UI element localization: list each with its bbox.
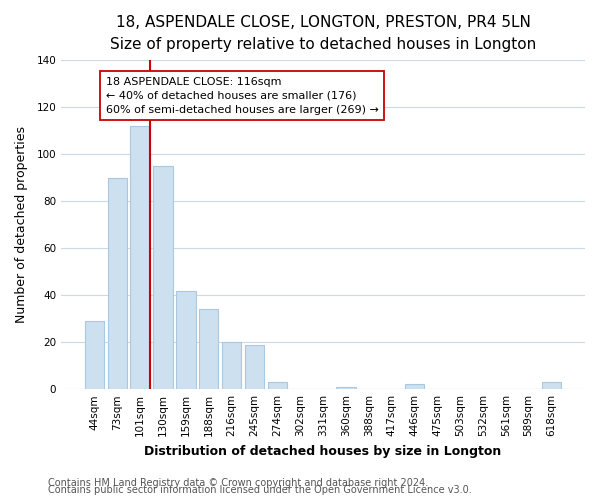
Text: Contains HM Land Registry data © Crown copyright and database right 2024.: Contains HM Land Registry data © Crown c… bbox=[48, 478, 428, 488]
Text: Contains public sector information licensed under the Open Government Licence v3: Contains public sector information licen… bbox=[48, 485, 472, 495]
Bar bbox=[107, 178, 127, 389]
Title: 18, ASPENDALE CLOSE, LONGTON, PRESTON, PR4 5LN
Size of property relative to deta: 18, ASPENDALE CLOSE, LONGTON, PRESTON, P… bbox=[110, 15, 536, 52]
Bar bbox=[336, 387, 356, 389]
Bar bbox=[268, 382, 287, 389]
X-axis label: Distribution of detached houses by size in Longton: Distribution of detached houses by size … bbox=[145, 444, 502, 458]
Bar bbox=[130, 126, 150, 389]
Bar bbox=[222, 342, 241, 389]
Bar bbox=[85, 321, 104, 389]
Bar bbox=[542, 382, 561, 389]
Y-axis label: Number of detached properties: Number of detached properties bbox=[15, 126, 28, 323]
Bar bbox=[404, 384, 424, 389]
Bar bbox=[154, 166, 173, 389]
Bar bbox=[245, 344, 264, 389]
Bar bbox=[176, 290, 196, 389]
Bar bbox=[199, 310, 218, 389]
Text: 18 ASPENDALE CLOSE: 116sqm
← 40% of detached houses are smaller (176)
60% of sem: 18 ASPENDALE CLOSE: 116sqm ← 40% of deta… bbox=[106, 77, 379, 115]
